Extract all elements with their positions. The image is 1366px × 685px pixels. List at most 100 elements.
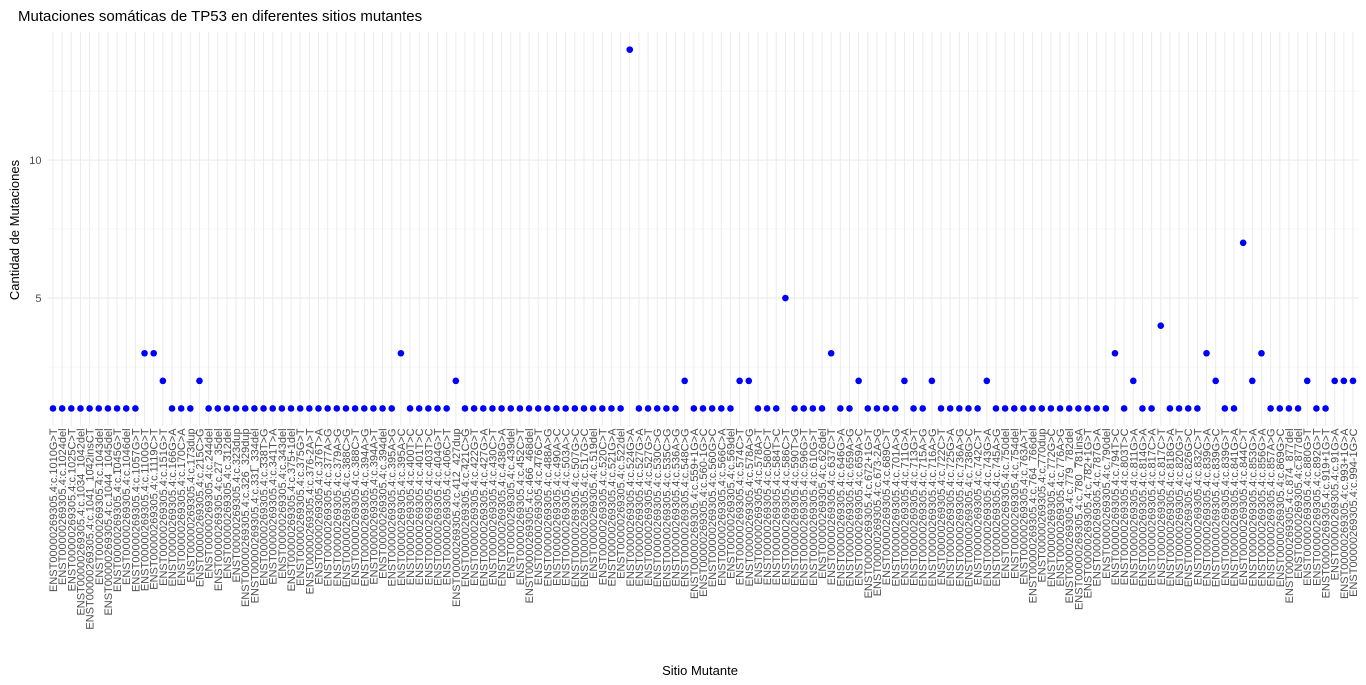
x-tick-label: ENST00000269305.4:c.578A>G (744, 428, 756, 586)
point (983, 377, 991, 385)
x-tick-label: ENST00000269305.4:c.1025C>T (66, 428, 78, 591)
x-tick-label: ENST00000269305.4:c.388C>G (341, 428, 353, 587)
point (608, 405, 615, 412)
x-tick-label: ENST00000269305.4:c.503A>C (561, 428, 573, 586)
x-tick-label: ENST00000269305.4:c.637C>T (826, 428, 838, 585)
x-tick-label: ENST00000269305.4:c.787G>A (1092, 428, 1104, 587)
point (461, 405, 469, 412)
x-tick-label: ENST00000269305.4:c.844C>T (1238, 428, 1250, 585)
point (196, 377, 203, 385)
point (928, 377, 936, 385)
point (553, 405, 560, 412)
point (1157, 322, 1165, 329)
x-tick-label: ENST00000269305.4:c.736A>G (954, 428, 966, 586)
point (342, 405, 350, 412)
x-tick-label: ENST00000269305.4:c.803T>C (1119, 428, 1131, 585)
point (544, 405, 551, 412)
x-tick-label: ENST00000269305.4:c.857A>G (1266, 428, 1278, 586)
x-tick-label: ENST00000269305.4:c.394A>G (359, 428, 371, 586)
x-tick-label: ENST00000269305.4:c.91G>A (1330, 428, 1342, 581)
x-tick-label: ENST00000269305.4:c.519del (588, 428, 600, 578)
point (397, 349, 405, 357)
point (443, 405, 450, 412)
x-tick-label: ENST00000269305.4:c.560G>C (707, 428, 719, 587)
point (891, 405, 899, 412)
point (415, 405, 423, 412)
point (269, 405, 277, 412)
point (232, 405, 240, 412)
point (95, 405, 103, 412)
point (1194, 405, 1201, 412)
point (873, 405, 881, 412)
x-tick-label: ENST00000269305.4:c.27_35del (213, 428, 225, 591)
x-tick-label: ENST00000269305.4:c.535C>G (661, 428, 673, 587)
point (782, 294, 789, 302)
point (1029, 405, 1036, 412)
x-tick-label: ENST00000269305.4:c.338T>G (259, 428, 271, 585)
point (626, 46, 634, 53)
x-tick-label: ENST00000269305.4:c.527G>A (634, 428, 646, 587)
point (104, 405, 112, 412)
x-tick-label: ENST00000269305.4:c.738G>C (963, 428, 975, 587)
x-tick-label: ENST00000269305.4:c.626del (817, 428, 829, 578)
chart-title: Mutaciones somáticas de TP53 en diferent… (18, 8, 422, 25)
x-tick-label: ENST00000269305.4:c.527G>T (643, 428, 655, 586)
x-tick-label: ENST00000269305.4:c.401T>C (414, 428, 426, 585)
point (992, 405, 1000, 412)
point (1212, 377, 1219, 385)
point (1285, 405, 1293, 412)
x-tick-label: ENST00000269305.4:c.596G>T (799, 428, 811, 586)
point (598, 405, 606, 412)
x-tick-label: ENST00000269305.4:c.764_766del (1028, 428, 1040, 603)
x-tick-label: ENST00000269305.4:c.646G>A (835, 428, 847, 587)
point (86, 405, 93, 412)
point (141, 349, 148, 357)
point (791, 405, 798, 412)
y-tick-label: 5 (35, 293, 41, 305)
x-tick-label: ENST00000269305.4:c.763A>T (1018, 428, 1030, 585)
point (846, 405, 853, 412)
x-tick-label: ENST00000269305.4:c.659A>C (854, 428, 866, 586)
x-tick-label: ENST00000269305.4:c.1010G>T (48, 428, 60, 592)
x-tick-label: ENST00000269305.4:c.403T>C (423, 428, 435, 585)
x-tick-label: ENST00000269305.4:c.323dup (231, 428, 243, 582)
point (653, 405, 661, 412)
point (1267, 405, 1274, 412)
point (1331, 377, 1338, 385)
point (754, 405, 762, 412)
y-tick-label: 10 (29, 155, 41, 167)
point (113, 405, 121, 412)
x-tick-label: ENST00000269305.4:c.466_468del (524, 428, 536, 603)
point (1010, 405, 1018, 412)
x-tick-label: ENST00000269305.4:c.772G>C (1046, 428, 1058, 587)
x-tick-label: ENST00000269305.4:c.672+1G>T (863, 428, 875, 598)
x-tick-label: ENST00000269305.4:c.877del (1293, 428, 1305, 578)
point (525, 405, 533, 412)
x-tick-label: ENST00000269305.4:c.490A>C (552, 428, 564, 586)
point (1258, 349, 1265, 357)
x-tick-label: ENST00000269305.4:c.476C>T (533, 428, 545, 585)
x-tick-label: ENST00000269305.4:c.713G>T (909, 428, 921, 586)
x-tick-label: ENST00000269305.4:c.343del (277, 428, 289, 578)
x-tick-label: ENST00000269305.4:c.215C>G (194, 428, 206, 587)
point (49, 405, 57, 412)
point (315, 405, 322, 412)
point (516, 405, 524, 412)
point (1056, 405, 1064, 412)
x-tick-label: ENST00000269305.4:c.919+1G>T (1321, 428, 1333, 598)
point (580, 405, 588, 412)
point (351, 405, 359, 412)
x-tick-label: ENST00000269305.4:c.394del (378, 428, 390, 578)
marks (49, 46, 1357, 412)
point (1129, 377, 1137, 385)
point (1340, 377, 1348, 385)
x-tick-label: ENST00000269305.4:c.173dup (185, 428, 197, 582)
point (837, 405, 844, 412)
point (663, 405, 670, 412)
point (122, 405, 130, 412)
x-tick-label: ENST00000269305.4:c.776A>G (1055, 428, 1067, 586)
point (223, 405, 231, 412)
point (635, 405, 643, 412)
x-tick-label: ENST00000269305.4:c.782+1G>T (1083, 428, 1095, 598)
